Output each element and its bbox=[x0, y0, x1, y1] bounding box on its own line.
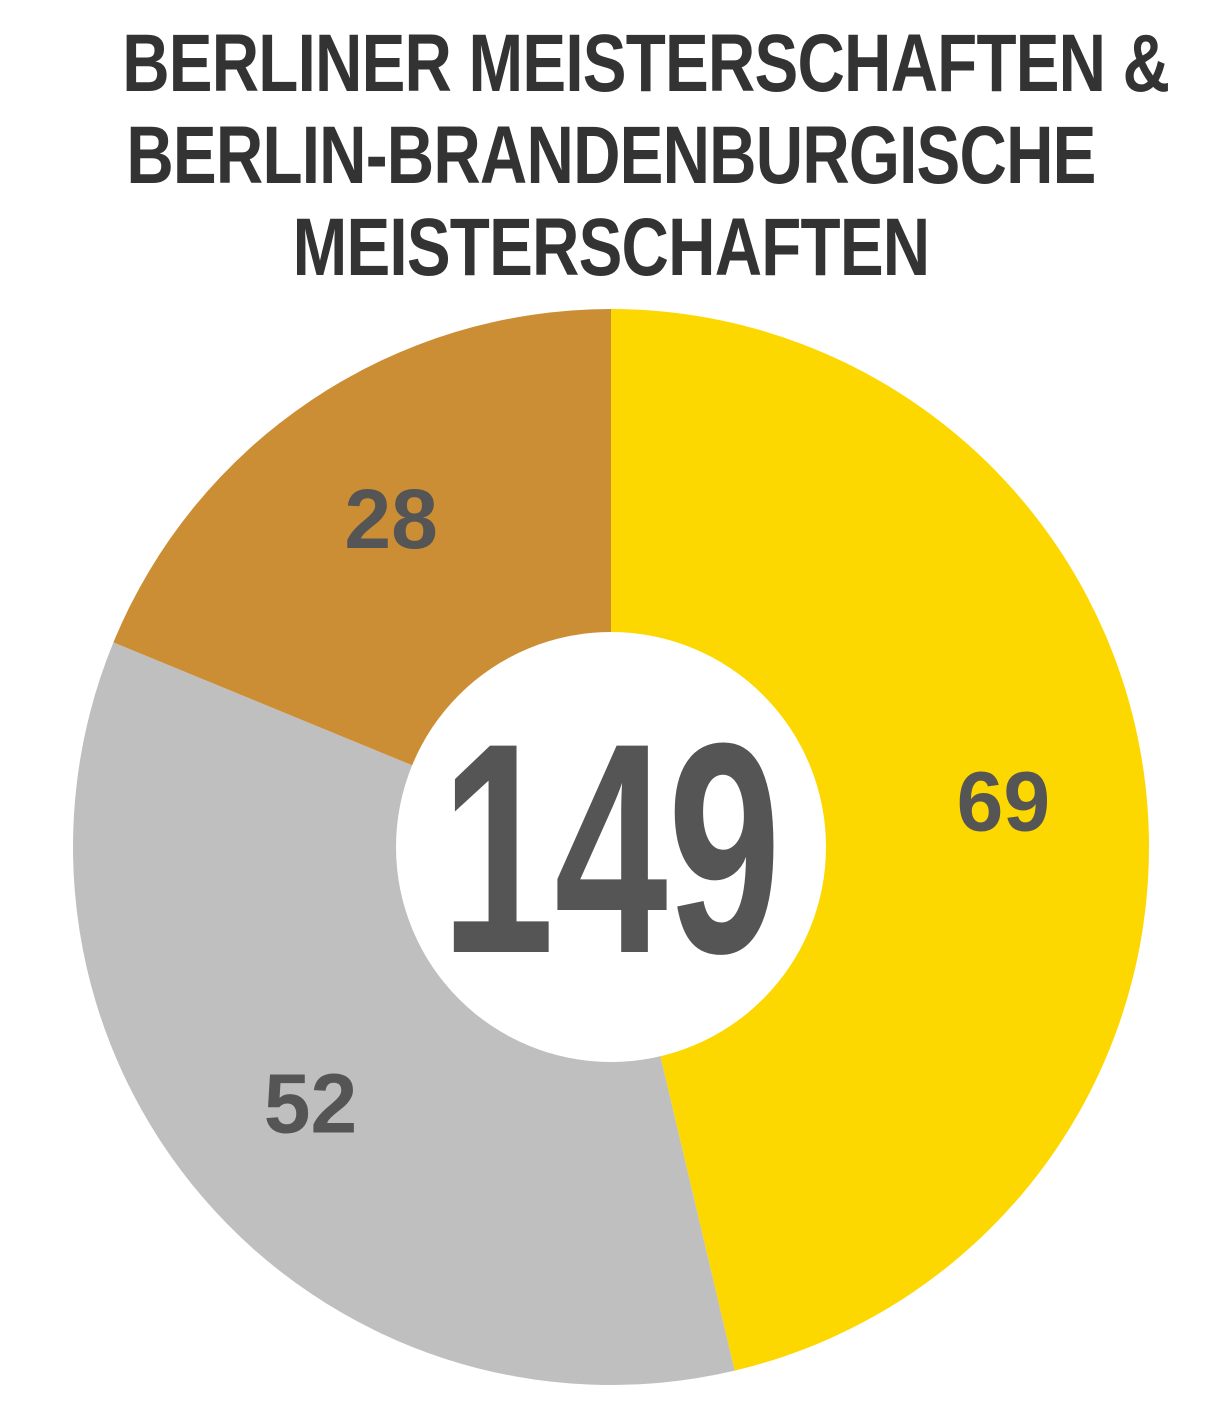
slice-labels: 69 52 28 bbox=[264, 472, 1050, 1151]
slice-69 bbox=[611, 309, 1149, 1371]
slice-label-28: 28 bbox=[344, 472, 437, 566]
donut-hole bbox=[396, 632, 826, 1062]
slice-52 bbox=[72, 642, 735, 1385]
chart-title-line-2: BERLIN-BRANDENBURGISCHE bbox=[126, 110, 1096, 201]
chart-title-line-3: MEISTERSCHAFTEN bbox=[292, 202, 931, 293]
total-label: 149 bbox=[441, 680, 781, 1016]
slice-label-52: 52 bbox=[264, 1056, 357, 1150]
slice-label-69: 69 bbox=[957, 754, 1050, 848]
chart-title: BERLINER MEISTERSCHAFTEN & BERLIN-BRANDE… bbox=[122, 18, 1170, 294]
chart-title-line-1: BERLINER MEISTERSCHAFTEN & bbox=[122, 18, 1170, 109]
